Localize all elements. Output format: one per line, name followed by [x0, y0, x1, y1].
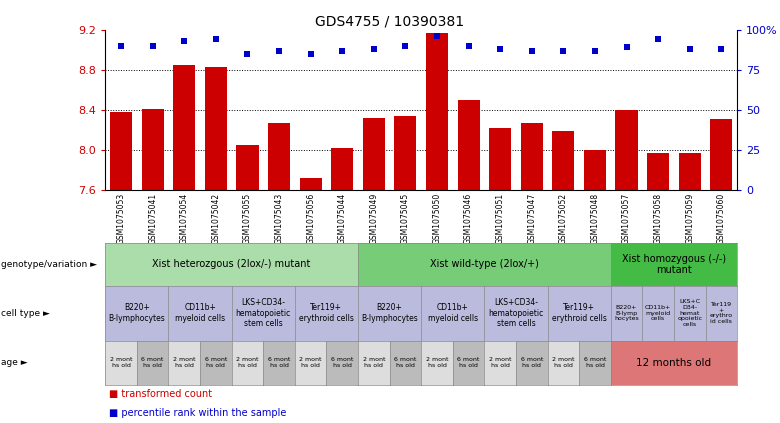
Text: B220+
B-lymp
hocytes: B220+ B-lymp hocytes [614, 305, 639, 321]
Text: CD11b+
myeloid
cells: CD11b+ myeloid cells [645, 305, 672, 321]
Text: GSM1075041: GSM1075041 [148, 193, 158, 244]
Text: 2 mont
hs old: 2 mont hs old [236, 357, 259, 368]
Text: age ►: age ► [1, 358, 27, 367]
Text: 6 mont
hs old: 6 mont hs old [331, 357, 353, 368]
Text: 2 mont
hs old: 2 mont hs old [552, 357, 575, 368]
Text: cell type ►: cell type ► [1, 308, 50, 318]
Text: Xist heterozgous (2lox/-) mutant: Xist heterozgous (2lox/-) mutant [152, 259, 311, 269]
Text: LKS+C
D34-
hemat
opoietic
cells: LKS+C D34- hemat opoietic cells [677, 299, 702, 327]
Text: 6 mont
hs old: 6 mont hs old [583, 357, 606, 368]
Bar [205, 67, 227, 190]
Text: GSM1075045: GSM1075045 [401, 193, 410, 244]
Text: 6 mont
hs old: 6 mont hs old [141, 357, 164, 368]
Text: 2 mont
hs old: 2 mont hs old [110, 357, 133, 368]
Text: GSM1075049: GSM1075049 [369, 193, 378, 244]
Bar [142, 109, 164, 190]
Text: GSM1075043: GSM1075043 [275, 193, 284, 244]
Text: GSM1075060: GSM1075060 [717, 193, 726, 244]
Text: B220+
B-lymphocytes: B220+ B-lymphocytes [361, 303, 418, 323]
Text: GSM1075047: GSM1075047 [527, 193, 537, 244]
Text: 2 mont
hs old: 2 mont hs old [300, 357, 322, 368]
Text: GSM1075050: GSM1075050 [432, 193, 441, 244]
Text: Ter119+
erythroid cells: Ter119+ erythroid cells [299, 303, 354, 323]
Text: Xist homozygous (-/-)
mutant: Xist homozygous (-/-) mutant [622, 253, 726, 275]
Text: B220+
B-lymphocytes: B220+ B-lymphocytes [108, 303, 165, 323]
Bar [458, 100, 480, 190]
Text: GSM1075053: GSM1075053 [116, 193, 126, 244]
Text: GSM1075044: GSM1075044 [338, 193, 347, 244]
Text: genotype/variation ►: genotype/variation ► [1, 260, 97, 269]
Text: LKS+CD34-
hematopoietic
stem cells: LKS+CD34- hematopoietic stem cells [488, 298, 544, 328]
Text: ■ percentile rank within the sample: ■ percentile rank within the sample [109, 408, 286, 418]
Text: GSM1075057: GSM1075057 [622, 193, 631, 244]
Text: 2 mont
hs old: 2 mont hs old [426, 357, 448, 368]
Bar [236, 145, 258, 190]
Bar [647, 153, 669, 190]
Text: 2 mont
hs old: 2 mont hs old [173, 357, 196, 368]
Text: GSM1075056: GSM1075056 [306, 193, 315, 244]
Bar [110, 112, 132, 190]
Text: GSM1075055: GSM1075055 [243, 193, 252, 244]
Text: GSM1075042: GSM1075042 [211, 193, 221, 244]
Text: GSM1075052: GSM1075052 [558, 193, 568, 244]
Text: 2 mont
hs old: 2 mont hs old [489, 357, 512, 368]
Bar [426, 33, 448, 190]
Bar [332, 148, 353, 190]
Bar [615, 110, 637, 190]
Bar [300, 178, 321, 190]
Bar [395, 116, 417, 190]
Bar [173, 65, 195, 190]
Text: ■ transformed count: ■ transformed count [109, 389, 212, 399]
Text: GSM1075054: GSM1075054 [179, 193, 189, 244]
Bar [268, 123, 290, 190]
Bar [711, 119, 732, 190]
Bar [584, 150, 606, 190]
Text: GSM1075048: GSM1075048 [590, 193, 600, 244]
Bar [679, 153, 700, 190]
Text: GSM1075051: GSM1075051 [495, 193, 505, 244]
Bar [552, 131, 574, 190]
Text: GSM1075046: GSM1075046 [464, 193, 473, 244]
Text: 6 mont
hs old: 6 mont hs old [520, 357, 543, 368]
Text: GSM1075058: GSM1075058 [654, 193, 663, 244]
Text: 12 months old: 12 months old [636, 358, 711, 368]
Text: Ter119+
erythroid cells: Ter119+ erythroid cells [551, 303, 607, 323]
Text: GSM1075059: GSM1075059 [685, 193, 694, 244]
Text: 2 mont
hs old: 2 mont hs old [363, 357, 385, 368]
Text: Ter119
+
erythro
id cells: Ter119 + erythro id cells [710, 302, 733, 324]
Text: LKS+CD34-
hematopoietic
stem cells: LKS+CD34- hematopoietic stem cells [236, 298, 291, 328]
Text: CD11b+
myeloid cells: CD11b+ myeloid cells [175, 303, 225, 323]
Bar [521, 123, 543, 190]
Bar [489, 128, 511, 190]
Text: 6 mont
hs old: 6 mont hs old [394, 357, 417, 368]
Text: 6 mont
hs old: 6 mont hs old [268, 357, 290, 368]
Bar [363, 118, 385, 190]
Text: 6 mont
hs old: 6 mont hs old [457, 357, 480, 368]
Text: 6 mont
hs old: 6 mont hs old [204, 357, 227, 368]
Text: Xist wild-type (2lox/+): Xist wild-type (2lox/+) [430, 259, 539, 269]
Text: GDS4755 / 10390381: GDS4755 / 10390381 [315, 15, 465, 29]
Text: CD11b+
myeloid cells: CD11b+ myeloid cells [427, 303, 478, 323]
